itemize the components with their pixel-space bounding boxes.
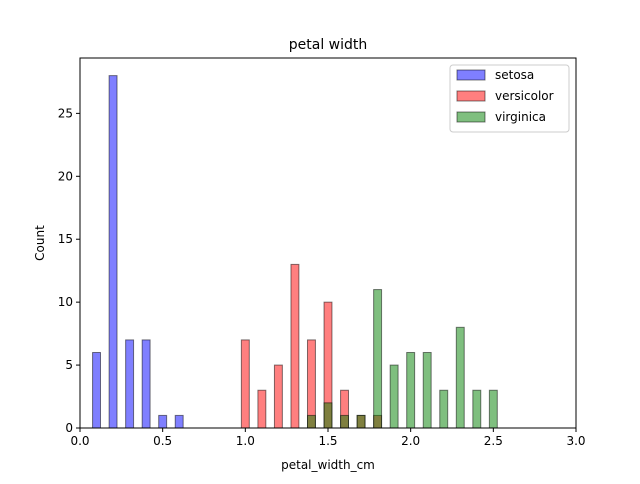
- legend-items: setosa versicolor virginica: [456, 68, 554, 124]
- bar-versicolor-3: [290, 263, 300, 429]
- legend: setosa versicolor virginica: [449, 64, 570, 133]
- series-setosa: [92, 75, 184, 429]
- x-axis-ticks: 0.0 0.5 1.0 1.5 2.0 2.5 3.0: [70, 428, 586, 448]
- bar-virginica-4: [373, 289, 383, 429]
- legend-label: setosa: [495, 68, 534, 82]
- legend-swatch: [456, 111, 486, 123]
- legend-swatch: [456, 90, 486, 102]
- x-tick-label: 1.0: [236, 434, 255, 448]
- bar-virginica-0: [306, 414, 316, 429]
- bar-setosa-5: [174, 414, 184, 429]
- bar-virginica-3: [356, 414, 366, 429]
- x-tick-label: 1.5: [318, 434, 337, 448]
- x-tick-label: 3.0: [566, 434, 585, 448]
- bar-virginica-1: [323, 402, 333, 429]
- bar-virginica-11: [488, 389, 498, 429]
- bar-virginica-5: [389, 364, 399, 429]
- bar-versicolor-1: [257, 389, 267, 429]
- x-tick-label: 0.0: [70, 434, 89, 448]
- bar-virginica-6: [406, 351, 416, 429]
- legend-label: virginica: [495, 110, 546, 124]
- bar-versicolor-4: [306, 339, 316, 429]
- bar-virginica-8: [439, 389, 449, 429]
- bar-virginica-9: [455, 326, 465, 429]
- bar-versicolor-0: [240, 339, 250, 429]
- legend-item-virginica: virginica: [456, 110, 546, 124]
- legend-item-versicolor: versicolor: [456, 89, 554, 103]
- chart-title: petal width: [289, 37, 368, 53]
- bar-setosa-1: [108, 75, 118, 429]
- y-axis-ticks: 0 5 10 15 20 25: [58, 106, 80, 435]
- y-tick-label: 0: [65, 421, 73, 435]
- x-tick-label: 2.5: [484, 434, 503, 448]
- y-tick-label: 25: [58, 106, 73, 120]
- bar-virginica-2: [340, 414, 350, 429]
- series-versicolor: [240, 263, 383, 429]
- x-tick-label: 0.5: [153, 434, 172, 448]
- legend-swatch: [456, 69, 486, 81]
- series-virginica: [306, 289, 498, 429]
- bar-setosa-0: [92, 351, 102, 429]
- bar-virginica-7: [422, 351, 432, 429]
- bar-versicolor-2: [273, 364, 283, 429]
- bars-layer: [92, 75, 498, 429]
- legend-label: versicolor: [495, 89, 554, 103]
- y-tick-label: 20: [58, 169, 73, 183]
- y-tick-label: 10: [58, 295, 73, 309]
- y-tick-label: 5: [65, 358, 73, 372]
- x-axis-label: petal_width_cm: [281, 458, 375, 472]
- bar-virginica-10: [472, 389, 482, 429]
- bar-setosa-2: [125, 339, 135, 429]
- legend-item-setosa: setosa: [456, 68, 534, 82]
- y-tick-label: 15: [58, 232, 73, 246]
- bar-setosa-4: [158, 414, 168, 429]
- bar-setosa-3: [141, 339, 151, 429]
- x-tick-label: 2.0: [401, 434, 420, 448]
- y-axis-label: Count: [33, 225, 47, 261]
